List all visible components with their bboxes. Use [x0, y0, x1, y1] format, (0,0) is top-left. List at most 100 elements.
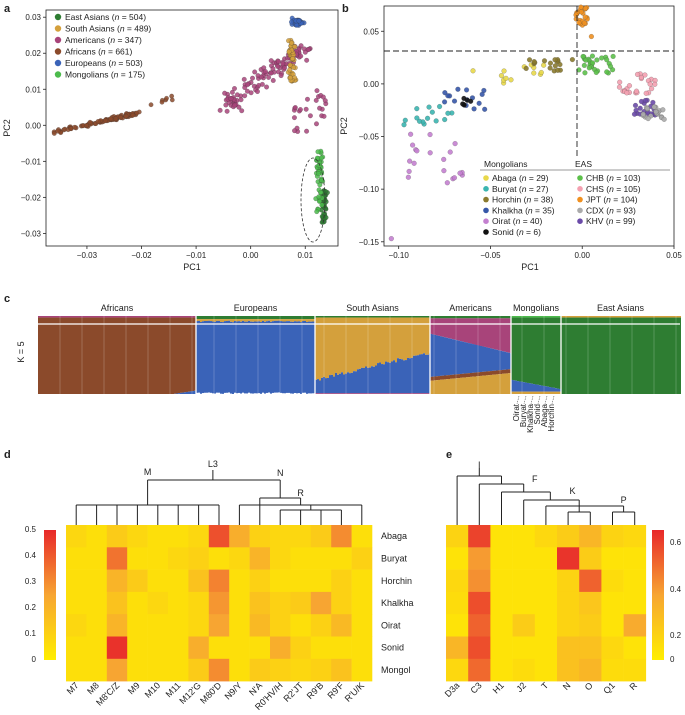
admixture-segment	[337, 393, 339, 394]
admixture-segment	[621, 317, 623, 394]
admixture-segment	[508, 369, 510, 374]
admixture-segment	[304, 320, 306, 393]
admixture-segment	[387, 393, 389, 394]
heatmap-cell	[534, 547, 558, 570]
admixture-segment	[625, 317, 627, 394]
admixture-segment	[502, 373, 504, 394]
admixture-segment	[432, 380, 434, 394]
admixture-segment	[140, 317, 142, 394]
heatmap-cell	[331, 591, 352, 615]
admixture-segment	[200, 319, 202, 322]
admixture-segment	[438, 335, 440, 377]
admixture-segment	[425, 354, 427, 394]
admixture-segment	[339, 316, 341, 318]
admixture-segment	[148, 317, 150, 394]
heatmap-cell	[86, 614, 108, 637]
admixture-segment	[266, 316, 268, 320]
point	[287, 67, 293, 73]
admixture-segment	[533, 384, 535, 392]
legend-swatch	[483, 229, 489, 235]
admixture-segment	[114, 316, 116, 318]
admixture-segment	[474, 376, 476, 394]
xtick-label: 0.01	[297, 251, 313, 260]
point	[262, 69, 268, 74]
point	[242, 85, 248, 90]
admixture-segment	[446, 379, 448, 394]
admixture-segment	[399, 358, 401, 394]
admixture-segment	[470, 316, 472, 319]
point	[298, 53, 304, 59]
admixture-segment	[401, 393, 403, 394]
admixture-segment	[575, 316, 577, 318]
xtick-label: −0.03	[77, 251, 98, 260]
admixture-segment	[589, 317, 591, 394]
admixture-segment	[156, 317, 158, 394]
admixture-segment	[124, 317, 126, 394]
panel-a-legend: East Asians (n = 504) South Asians (n = 4…	[54, 12, 151, 80]
admixture-segment	[474, 318, 476, 345]
admixture-segment	[282, 316, 284, 320]
point	[461, 95, 467, 101]
admixture-segment	[278, 316, 280, 320]
heatmap-cell	[106, 525, 128, 548]
legend-swatch	[483, 175, 489, 181]
admixture-segment	[647, 316, 649, 318]
legend-entry: Abaga (n = 29)	[492, 173, 549, 183]
admixture-segment	[92, 317, 94, 394]
admixture-segment	[401, 317, 403, 360]
admixture-segment	[292, 319, 294, 322]
admixture-segment	[357, 317, 359, 370]
admixture-segment	[134, 317, 136, 394]
admixture-segment	[379, 316, 381, 318]
admixture-segment	[419, 393, 421, 394]
admixture-segment	[142, 317, 144, 394]
heatmap-cell	[512, 636, 536, 660]
admixture-segment	[597, 317, 599, 394]
admixture-segment	[110, 316, 112, 318]
admixture-segment	[527, 316, 529, 318]
heatmap-cell	[310, 525, 332, 548]
admixture-segment	[486, 371, 488, 376]
admixture-segment	[44, 316, 46, 318]
admixture-segment	[409, 317, 411, 359]
admixture-segment	[472, 316, 474, 319]
column-label: R	[627, 680, 639, 692]
heatmap-cell	[331, 547, 352, 570]
admixture-segment	[292, 316, 294, 320]
admixture-segment	[180, 316, 182, 318]
admixture-segment	[488, 371, 490, 376]
admixture-segment	[470, 372, 472, 377]
admixture-segment	[186, 316, 188, 318]
point	[304, 57, 310, 63]
admixture-segment	[579, 317, 581, 394]
column-label: Q1	[601, 680, 617, 696]
admixture-segment	[478, 376, 480, 394]
heatmap-cell	[623, 614, 647, 637]
admixture-segment	[409, 393, 411, 394]
admixture-segment	[517, 316, 519, 318]
admixture-segment	[230, 321, 232, 394]
point	[583, 57, 589, 63]
admixture-segment	[551, 387, 553, 392]
admixture-segment	[327, 377, 329, 394]
heatmap-cell	[512, 614, 536, 637]
admixture-segment	[40, 316, 42, 318]
admixture-segment	[450, 338, 452, 375]
admixture-segment	[144, 316, 146, 318]
xtick-label: −0.10	[389, 251, 410, 260]
admixture-segment	[659, 317, 661, 394]
admixture-segment	[438, 318, 440, 336]
admixture-segment	[234, 319, 236, 321]
heatmap-cell	[249, 525, 271, 548]
admixture-segment	[208, 316, 210, 320]
admixture-segment	[355, 371, 357, 394]
admixture-segment	[176, 317, 178, 394]
heatmap-cell	[557, 658, 580, 682]
admixture-segment	[677, 317, 679, 394]
point	[633, 88, 639, 94]
admixture-segment	[593, 316, 595, 318]
admixture-segment	[248, 319, 250, 321]
admixture-segment	[286, 319, 288, 322]
point	[303, 106, 309, 112]
panel-d-color-scale: 0.5 0.4 0.3 0.2 0.1 0	[25, 525, 56, 664]
